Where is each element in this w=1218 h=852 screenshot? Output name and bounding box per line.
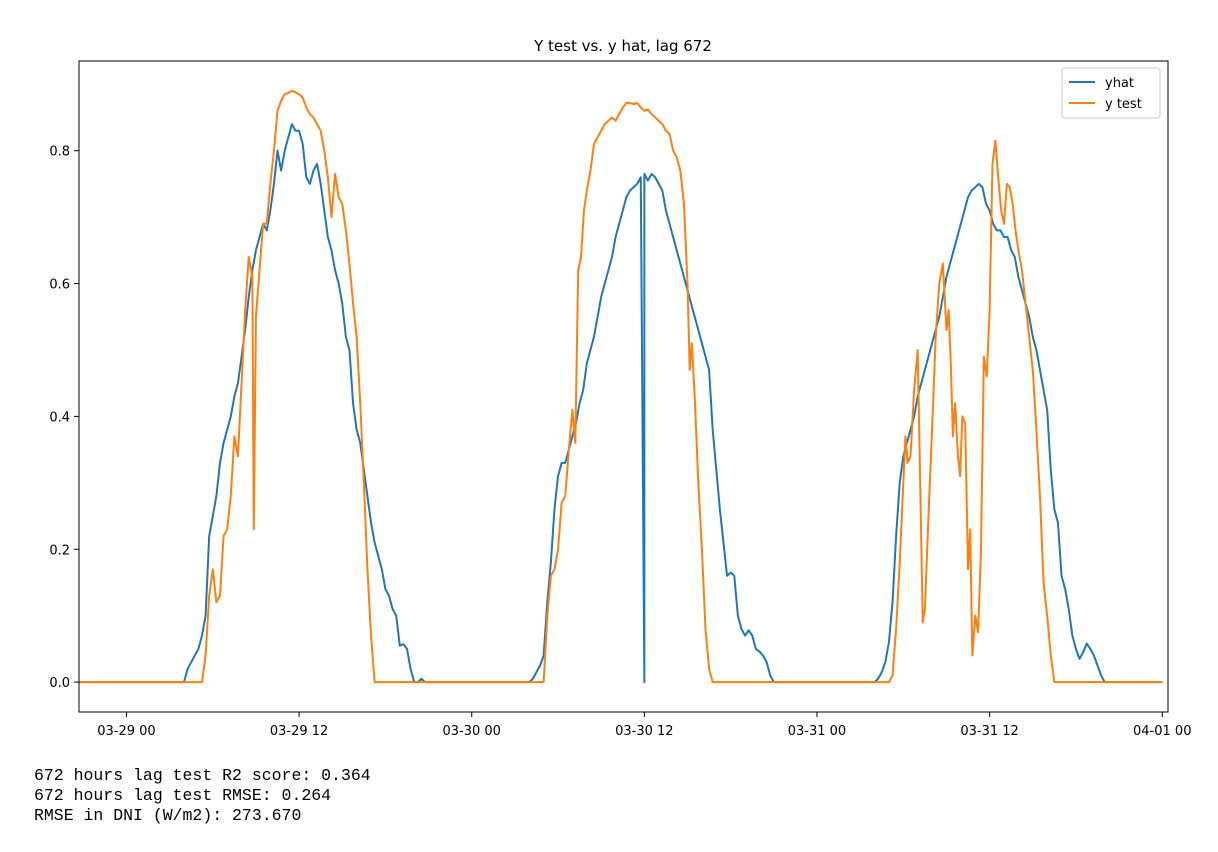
rmse-dni-line: RMSE in DNI (W/m2): 273.670 [34,806,302,825]
x-tick-label: 03-30 00 [443,724,501,739]
rmse-line: 672 hours lag test RMSE: 0.264 [34,786,332,805]
y-tick-label: 0.4 [49,410,70,425]
plot-frame [78,60,1169,713]
legend-label: yhat [1105,76,1134,91]
y-tick-label: 0.0 [49,676,70,691]
x-tick-label: 03-29 12 [270,724,328,739]
series-line-y-test [79,89,1163,684]
r2-score-line: 672 hours lag test R2 score: 0.364 [34,766,371,785]
x-tick-label: 03-31 00 [788,724,846,739]
legend-label: y test [1105,97,1142,112]
plot-lines [79,89,1163,684]
series-line-yhat [79,123,1163,684]
y-axis: 0.0 0.2 0.4 0.6 0.8 [49,145,79,691]
legend: yhat y test [1061,67,1161,119]
x-tick-label: 03-29 00 [97,724,155,739]
chart-title: Y test vs. y hat, lag 672 [533,37,712,55]
y-tick-label: 0.6 [49,278,70,293]
stats-output: 672 hours lag test R2 score: 0.364 672 h… [34,766,371,826]
y-tick-label: 0.8 [49,145,70,160]
legend-box [1061,67,1161,119]
y-tick-label: 0.2 [49,543,70,558]
x-tick-label: 03-30 12 [615,724,673,739]
x-tick-label: 04-01 00 [1133,724,1191,739]
chart: Y test vs. y hat, lag 672 03-29 00 03-29 … [49,37,1191,739]
x-tick-label: 03-31 12 [960,724,1018,739]
x-axis: 03-29 00 03-29 12 03-30 00 03-30 12 03-31 00… [97,712,1191,739]
